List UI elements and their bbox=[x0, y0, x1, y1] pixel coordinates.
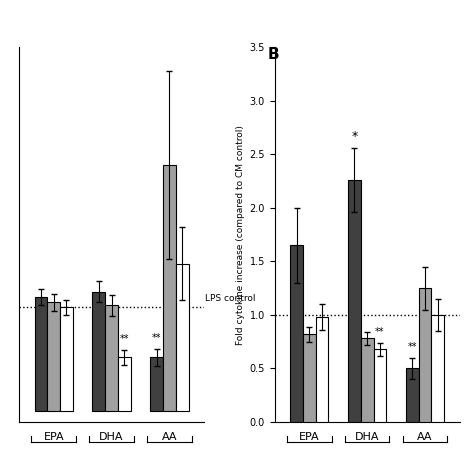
Text: **: ** bbox=[408, 342, 417, 352]
Bar bbox=[431, 315, 444, 422]
Bar bbox=[419, 288, 431, 422]
Text: **: ** bbox=[375, 328, 385, 337]
Bar bbox=[47, 302, 60, 411]
Bar bbox=[316, 317, 328, 422]
Bar bbox=[303, 334, 316, 422]
Bar bbox=[105, 305, 118, 411]
Y-axis label: Fold cytokine increase (compared to CM control): Fold cytokine increase (compared to CM c… bbox=[236, 125, 245, 345]
Bar bbox=[348, 180, 361, 422]
Bar bbox=[92, 292, 105, 411]
Bar bbox=[60, 308, 73, 411]
Bar bbox=[290, 246, 303, 422]
Text: LPS control: LPS control bbox=[205, 294, 256, 303]
Bar bbox=[361, 338, 374, 422]
Text: **: ** bbox=[119, 334, 129, 344]
Bar bbox=[35, 297, 47, 411]
Text: *: * bbox=[351, 129, 357, 143]
Bar bbox=[163, 165, 176, 411]
Bar bbox=[406, 368, 419, 422]
Bar bbox=[118, 357, 131, 411]
Bar bbox=[150, 357, 163, 411]
Bar bbox=[176, 264, 189, 411]
Text: B: B bbox=[268, 47, 279, 63]
Legend: TNF-α, IL-6, IL-10: TNF-α, IL-6, IL-10 bbox=[344, 48, 394, 86]
Text: **: ** bbox=[152, 333, 162, 343]
Bar bbox=[374, 349, 386, 422]
